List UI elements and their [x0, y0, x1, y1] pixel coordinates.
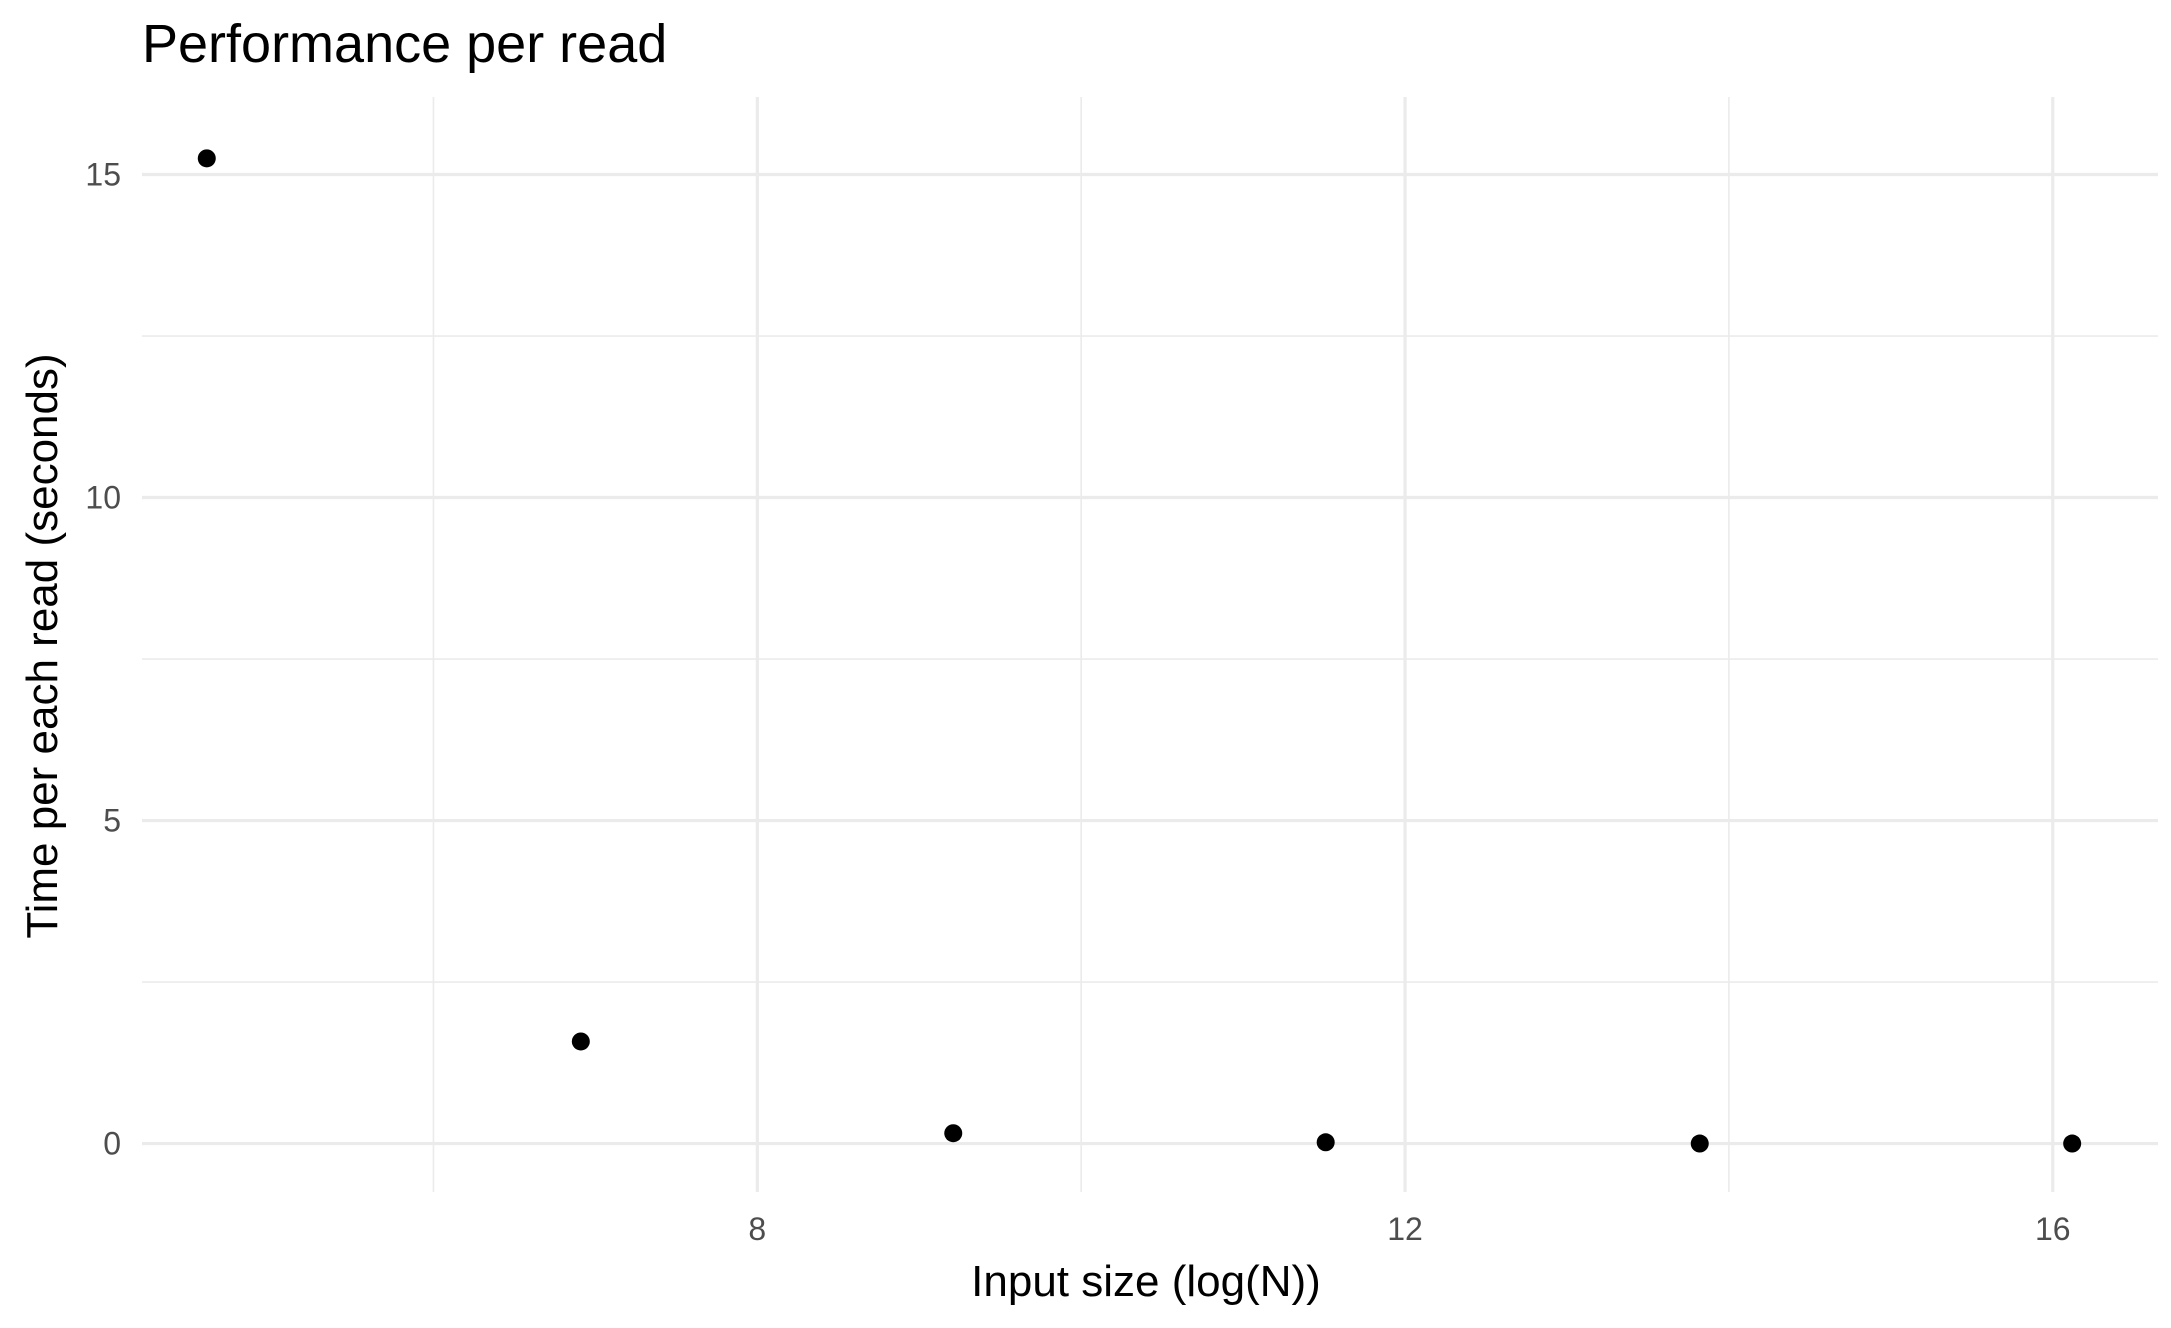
- data-point: [944, 1124, 963, 1143]
- x-tick-label: 12: [1387, 1211, 1423, 1247]
- chart-title: Performance per read: [142, 14, 667, 74]
- y-tick-label: 10: [85, 480, 121, 516]
- data-point: [197, 149, 216, 168]
- data-point: [1690, 1134, 1709, 1153]
- x-tick-label: 8: [748, 1211, 766, 1247]
- x-axis-title: Input size (log(N)): [971, 1257, 1321, 1306]
- data-point: [2063, 1134, 2082, 1153]
- grid-lines: [142, 97, 2158, 1192]
- tick-labels: 8 12 16 0 5 10 15: [85, 157, 2070, 1247]
- y-tick-label: 0: [103, 1126, 121, 1162]
- x-tick-label: 16: [2035, 1211, 2071, 1247]
- data-point: [571, 1032, 590, 1051]
- y-axis-title: Time per each read (seconds): [18, 353, 67, 938]
- data-points: [197, 149, 2082, 1153]
- data-point: [1316, 1133, 1335, 1152]
- y-tick-label: 5: [103, 803, 121, 839]
- y-tick-label: 15: [85, 157, 121, 193]
